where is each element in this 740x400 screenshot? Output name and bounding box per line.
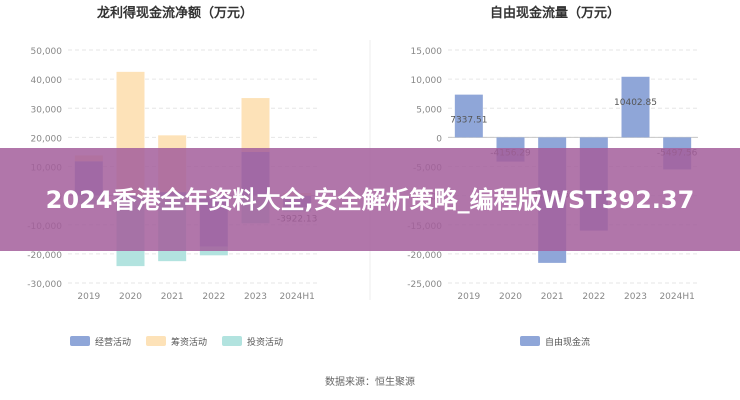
y-tick-label: 50,000	[31, 47, 63, 57]
x-tick-label: 2021	[541, 292, 564, 302]
x-tick-label: 2019	[457, 292, 480, 302]
data-label: 7337.51	[450, 116, 487, 126]
x-tick-label: 2024H1	[659, 292, 694, 302]
x-tick-label: 2022	[582, 292, 605, 302]
legend-label: 经营活动	[95, 336, 131, 348]
source-note: 数据来源：恒生聚源	[325, 375, 415, 388]
y-tick-label: 0	[436, 134, 442, 144]
y-tick-label: -30,000	[27, 280, 62, 290]
x-tick-label: 2020	[499, 292, 522, 302]
bar-自由现金流	[454, 94, 483, 138]
y-tick-label: 30,000	[31, 105, 63, 115]
bar-筹资活动	[241, 98, 270, 152]
data-label: 10402.85	[614, 98, 657, 108]
y-tick-label: 5,000	[416, 105, 442, 115]
y-tick-label: 20,000	[31, 134, 63, 144]
x-tick-label: 2024H1	[279, 292, 314, 302]
banner-title: 2024香港全年资料大全,安全解析策略_编程版WST392.37	[45, 185, 695, 214]
overlay-banner: 2024香港全年资料大全,安全解析策略_编程版WST392.37	[0, 148, 740, 251]
y-tick-label: 10,000	[411, 76, 443, 86]
y-tick-label: -25,000	[407, 280, 442, 290]
x-tick-label: 2019	[77, 292, 100, 302]
y-tick-label: -20,000	[27, 251, 62, 261]
legend-label: 投资活动	[247, 336, 283, 348]
y-tick-label: 15,000	[411, 47, 443, 57]
chart-title: 龙利得现金流净额（万元）	[97, 5, 253, 21]
legend-label: 筹资活动	[171, 336, 207, 348]
legend-swatch	[520, 336, 540, 346]
x-tick-label: 2020	[119, 292, 142, 302]
legend-label: 自由现金流	[545, 336, 590, 348]
bar-自由现金流	[621, 76, 650, 138]
x-tick-label: 2023	[244, 292, 267, 302]
legend-swatch	[146, 336, 166, 346]
y-tick-label: -20,000	[407, 251, 442, 261]
chart-title: 自由现金流量（万元）	[490, 5, 620, 21]
x-tick-label: 2021	[161, 292, 184, 302]
legend-swatch	[222, 336, 242, 346]
x-tick-label: 2022	[202, 292, 225, 302]
legend-swatch	[70, 336, 90, 346]
x-tick-label: 2023	[624, 292, 647, 302]
y-tick-label: 40,000	[31, 76, 63, 86]
